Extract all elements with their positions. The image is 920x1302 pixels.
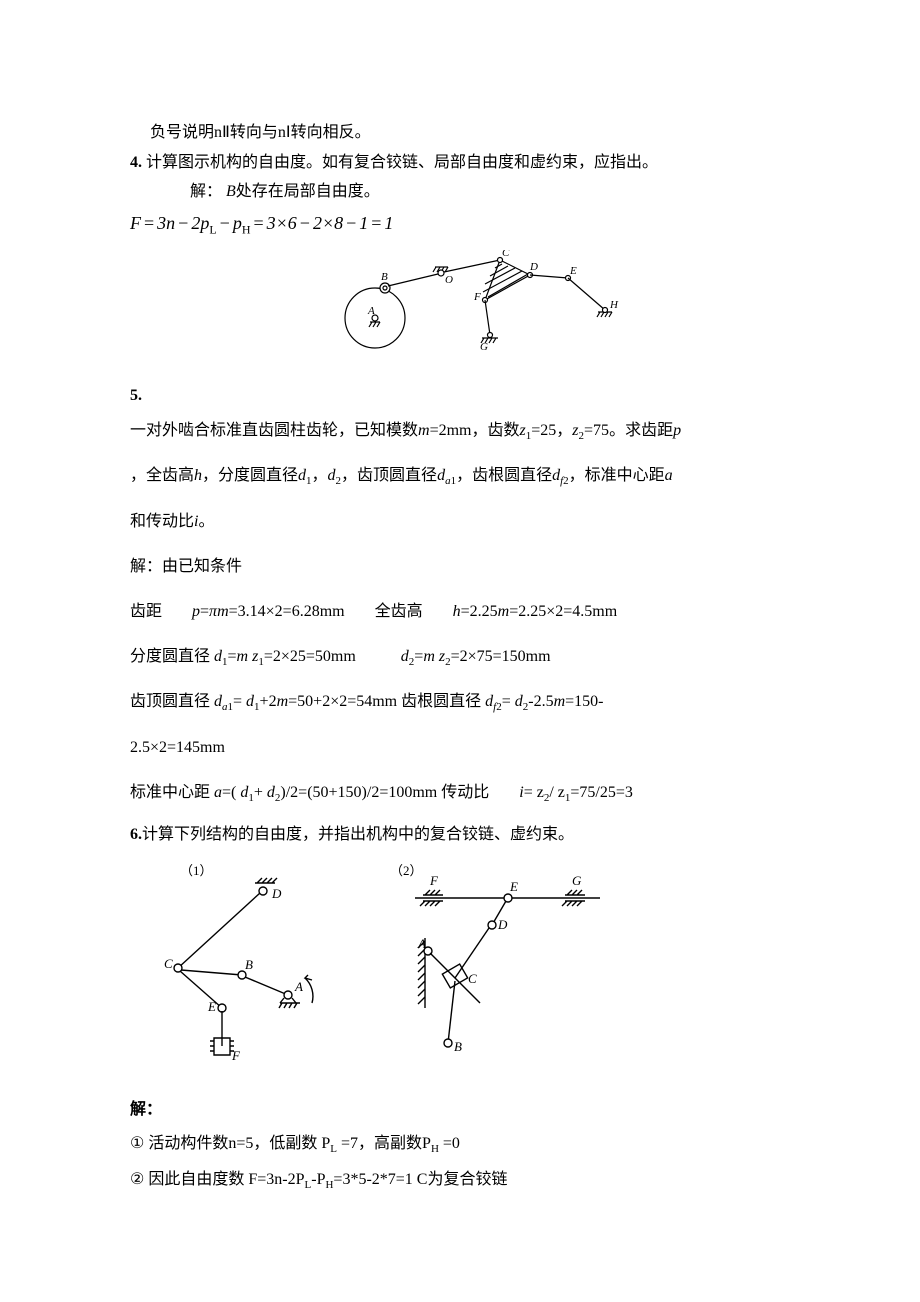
f2-label-e: E bbox=[509, 879, 518, 894]
q6-prompt-text: 计算下列结构的自由度，并指出机构中的复合铰链、虚约束。 bbox=[142, 826, 574, 843]
joint-o bbox=[438, 270, 444, 276]
note-text: 负号说明nⅡ转向与nⅠ转向相反。 bbox=[150, 124, 371, 141]
q5-row1: 齿距p=πm=3.14×2=6.28mm全齿高h=2.25m=2.25×2=4.… bbox=[130, 594, 790, 629]
label-g: G bbox=[480, 341, 488, 353]
q4-diagram: A B O C D E F G H bbox=[130, 250, 790, 374]
ground-a-hatch bbox=[369, 322, 380, 327]
q4-sol-b: B bbox=[226, 183, 236, 200]
f2-ground-f-b bbox=[420, 901, 443, 906]
joint-b bbox=[383, 286, 387, 290]
q4-sol-line: 解： B处存在局部自由度。 bbox=[130, 179, 790, 205]
q4-num: 4. bbox=[130, 154, 142, 171]
q4-sol-text: 处存在局部自由度。 bbox=[236, 183, 380, 200]
f2-joint-b bbox=[444, 1039, 452, 1047]
joint-g bbox=[488, 332, 493, 337]
label-a: A bbox=[367, 305, 375, 317]
f1-link-ba bbox=[245, 977, 288, 995]
q5-num: 5. bbox=[130, 383, 790, 409]
f1-joint-e bbox=[218, 1004, 226, 1012]
label-o: O bbox=[445, 274, 453, 286]
label-h: H bbox=[609, 299, 619, 311]
q5-row4: 标准中心距 a=( d1+ d2)/2=(50+150)/2=100mm 传动比… bbox=[130, 775, 790, 810]
f1-joint-a bbox=[284, 991, 292, 999]
joint-h bbox=[603, 307, 608, 312]
q6-svg: （1） （2） bbox=[160, 863, 620, 1073]
f1-ground-a bbox=[279, 1003, 300, 1008]
fig1-label: （1） bbox=[180, 863, 213, 878]
q6-sol-label: 解： bbox=[130, 1097, 790, 1123]
f1-label-a: A bbox=[294, 979, 303, 994]
f2-joint-e bbox=[504, 894, 512, 902]
f1-label-b: B bbox=[245, 957, 253, 972]
f1-joint-d bbox=[259, 887, 267, 895]
q6-diagrams: （1） （2） bbox=[160, 863, 790, 1082]
link-de bbox=[530, 275, 568, 278]
f2-ground-g-b bbox=[562, 901, 585, 906]
label-e: E bbox=[569, 265, 577, 277]
q5-row3b: 2.5×2=145mm bbox=[130, 730, 790, 765]
f2-ground-f bbox=[423, 890, 443, 895]
q5-row2: 分度圆直径 d1=m z1=2×25=50mmd2=m z2=2×75=150m… bbox=[130, 639, 790, 674]
label-b: B bbox=[381, 271, 388, 283]
q4-prompt-text: 计算图示机构的自由度。如有复合铰链、局部自由度和虚约束，应指出。 bbox=[142, 154, 658, 171]
note-line: 负号说明nⅡ转向与nⅠ转向相反。 bbox=[130, 120, 790, 146]
f1-ground-d bbox=[255, 878, 277, 883]
f2-label-c: C bbox=[468, 971, 477, 986]
q5-prompt-1: 一对外啮合标准直齿圆柱齿轮，已知模数m=2mm，齿数z1=25，z2=75。求齿… bbox=[130, 413, 790, 448]
f1-arc bbox=[305, 978, 313, 1003]
q4-svg: A B O C D E F G H bbox=[290, 250, 630, 365]
label-c: C bbox=[502, 250, 510, 259]
q4-formula: F=3n−2pL−pH=3×6−2×8−1=1 bbox=[130, 209, 790, 240]
q5-row3: 齿顶圆直径 da1= d1+2m=50+2×2=54mm 齿根圆直径 df2= … bbox=[130, 684, 790, 719]
f1-link-cb bbox=[181, 970, 242, 975]
q6-step2: ② 因此自由度数 F=3n-2PL-PH=3*5-2*7=1 C为复合铰链 bbox=[130, 1162, 790, 1197]
f1-joint-b bbox=[238, 971, 246, 979]
f2-link-cb bbox=[448, 981, 455, 1043]
q5-sol-header: 解：由已知条件 bbox=[130, 549, 790, 584]
q4-sol-label: 解： bbox=[190, 183, 222, 200]
f2-label-b: B bbox=[454, 1039, 462, 1054]
f2-label-f: F bbox=[429, 873, 439, 888]
f2-label-g: G bbox=[572, 873, 582, 888]
fig2-label: （2） bbox=[390, 863, 423, 878]
f1-label-e: E bbox=[207, 999, 216, 1014]
q6-sol-body: ① 活动构件数n=5，低副数 PL =7，高副数PH =0 ② 因此自由度数 F… bbox=[130, 1126, 790, 1197]
q6-prompt: 6.计算下列结构的自由度，并指出机构中的复合铰链、虚约束。 bbox=[130, 822, 790, 848]
q6-step1: ① 活动构件数n=5，低副数 PL =7，高副数PH =0 bbox=[130, 1126, 790, 1161]
label-f: F bbox=[473, 291, 481, 303]
q5-body: 一对外啮合标准直齿圆柱齿轮，已知模数m=2mm，齿数z1=25，z2=75。求齿… bbox=[130, 413, 790, 811]
link-oc bbox=[444, 260, 500, 272]
link-fg bbox=[485, 300, 490, 335]
f2-label-a: A bbox=[417, 936, 426, 951]
link-eh bbox=[568, 278, 605, 310]
q5-prompt-3: 和传动比i。 bbox=[130, 504, 790, 539]
f2-label-d: D bbox=[497, 917, 508, 932]
label-d: D bbox=[529, 261, 538, 273]
f2-joint-d bbox=[488, 921, 496, 929]
f1-label-d: D bbox=[271, 886, 282, 901]
q5-prompt-2: ，全齿高h，分度圆直径d1，d2，齿顶圆直径da1，齿根圆直径df2，标准中心距… bbox=[130, 458, 790, 493]
f2-ground-g bbox=[565, 890, 585, 895]
q4-prompt: 4. 计算图示机构的自由度。如有复合铰链、局部自由度和虚约束，应指出。 bbox=[130, 150, 790, 176]
link-bo bbox=[388, 274, 438, 286]
f1-label-f: F bbox=[231, 1048, 241, 1063]
q6-num: 6. bbox=[130, 826, 142, 843]
f1-label-c: C bbox=[164, 956, 173, 971]
